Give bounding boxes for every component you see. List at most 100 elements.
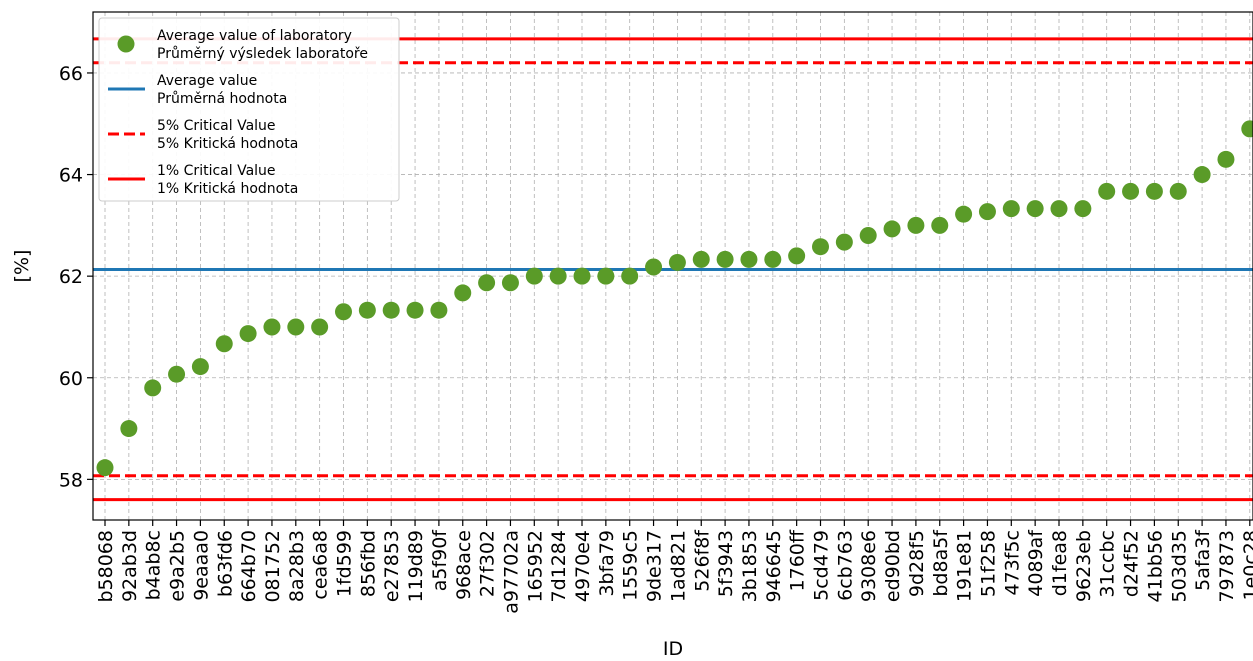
y-tick-label: 62: [59, 266, 83, 288]
x-tick-label: 3bfa79: [596, 530, 618, 597]
x-tick-label: 31ccbc: [1097, 530, 1119, 598]
data-point: [382, 301, 400, 319]
x-tick-label: 473f5c: [1001, 530, 1023, 596]
x-tick-label: 5afa3f: [1192, 529, 1214, 591]
x-tick-label: d1fea8: [1049, 530, 1071, 596]
x-tick-label: 51f258: [977, 530, 999, 597]
data-point: [764, 250, 782, 268]
legend-marker-dot: [117, 35, 135, 53]
x-tick-label: 8a28b3: [286, 530, 308, 602]
data-point: [239, 325, 257, 343]
x-tick-label: e9a2b5: [167, 530, 189, 602]
legend-label: 1% Critical Value: [157, 163, 276, 179]
legend-label: Average value: [157, 73, 257, 89]
legend-label: 1% Kritická hodnota: [157, 181, 298, 197]
legend-box: [98, 17, 400, 202]
legend-label: 5% Critical Value: [157, 118, 276, 134]
data-point: [144, 379, 162, 397]
x-tick-label: 27f302: [477, 530, 499, 597]
legend-label: Average value of laboratory: [157, 28, 352, 44]
x-tick-label: 526f8f: [691, 529, 713, 592]
data-point: [525, 267, 543, 285]
data-point: [859, 227, 877, 245]
x-tick-label: 664b70: [238, 530, 260, 603]
data-point: [430, 301, 448, 319]
x-tick-label: 503d35: [1168, 530, 1190, 603]
data-point: [740, 250, 758, 268]
x-tick-label: 946645: [763, 530, 785, 603]
data-point: [645, 258, 663, 276]
data-point: [311, 318, 329, 336]
x-tick-label: 41bb56: [1144, 530, 1166, 602]
x-tick-label: 6cb763: [834, 530, 856, 601]
y-axis: 58 60 62 64 66: [59, 63, 93, 491]
x-tick-label: e27853: [381, 530, 403, 602]
data-point: [191, 358, 209, 376]
data-point: [883, 220, 901, 238]
x-tick-label: b58068: [95, 530, 117, 603]
data-point: [1050, 200, 1068, 218]
legend: Average value of laboratory Průměrný výsl…: [98, 17, 400, 202]
x-tick-label: 5cd479: [811, 530, 833, 601]
data-point: [549, 267, 567, 285]
plot-frame: [92, 11, 1253, 521]
legend-label: Průměrná hodnota: [157, 91, 287, 107]
x-axis-label: ID: [663, 638, 683, 660]
data-point: [168, 365, 186, 383]
y-tick-label: 58: [59, 469, 83, 491]
data-point: [716, 250, 734, 268]
data-point: [287, 318, 305, 336]
data-points: [96, 120, 1253, 477]
legend-label: Průměrný výsledek laboratoře: [157, 46, 368, 62]
x-axis: b58068 92ab3d b4ab8c e9a2b5 9eaaa0 b63fd6 664b…: [95, 520, 1253, 614]
x-tick-label: 5f3943: [715, 530, 737, 597]
x-tick-label: cea6a8: [310, 530, 332, 600]
data-point: [668, 253, 686, 271]
data-point: [263, 318, 281, 336]
x-tick-label: ed90bd: [882, 530, 904, 602]
x-tick-label: 1559c5: [620, 530, 642, 601]
data-point: [931, 216, 949, 234]
data-point: [1122, 182, 1140, 200]
y-axis-label: [%]: [11, 250, 33, 283]
data-point: [597, 267, 615, 285]
x-tick-label: 119d89: [405, 530, 427, 603]
x-tick-label: 165952: [524, 530, 546, 603]
x-tick-label: 9d28f5: [906, 530, 928, 597]
data-point: [501, 274, 519, 292]
x-tick-label: 9de317: [644, 530, 666, 602]
data-point: [788, 247, 806, 265]
data-point: [978, 203, 996, 221]
x-tick-label: 1ad821: [667, 530, 689, 602]
data-point: [1074, 200, 1092, 218]
data-point: [215, 335, 233, 353]
data-point: [621, 267, 639, 285]
x-tick-label: 1e0c28: [1240, 530, 1253, 601]
data-point: [1098, 182, 1116, 200]
data-point: [406, 301, 424, 319]
data-point: [454, 284, 472, 302]
data-point: [1002, 200, 1020, 218]
data-point: [835, 233, 853, 251]
x-tick-label: 081752: [262, 530, 284, 603]
data-point: [573, 267, 591, 285]
x-tick-label: 4970e4: [572, 530, 594, 602]
data-point: [1026, 200, 1044, 218]
x-tick-label: d24f52: [1121, 530, 1143, 597]
data-point: [1169, 182, 1187, 200]
x-tick-label: 9eaaa0: [190, 530, 212, 601]
x-tick-label: b4ab8c: [143, 530, 165, 600]
x-tick-label: 968ace: [453, 530, 475, 600]
x-tick-label: 856fbd: [357, 530, 379, 597]
y-tick-label: 66: [59, 63, 83, 85]
data-point: [1217, 150, 1235, 168]
y-tick-label: 60: [59, 368, 83, 390]
x-tick-label: 92ab3d: [119, 530, 141, 602]
data-point: [955, 205, 973, 223]
data-point: [96, 459, 114, 477]
data-point: [358, 301, 376, 319]
x-tick-label: 7d1284: [548, 530, 570, 603]
x-tick-label: bd8a5f: [930, 529, 952, 597]
x-tick-label: 9308e6: [858, 530, 880, 602]
